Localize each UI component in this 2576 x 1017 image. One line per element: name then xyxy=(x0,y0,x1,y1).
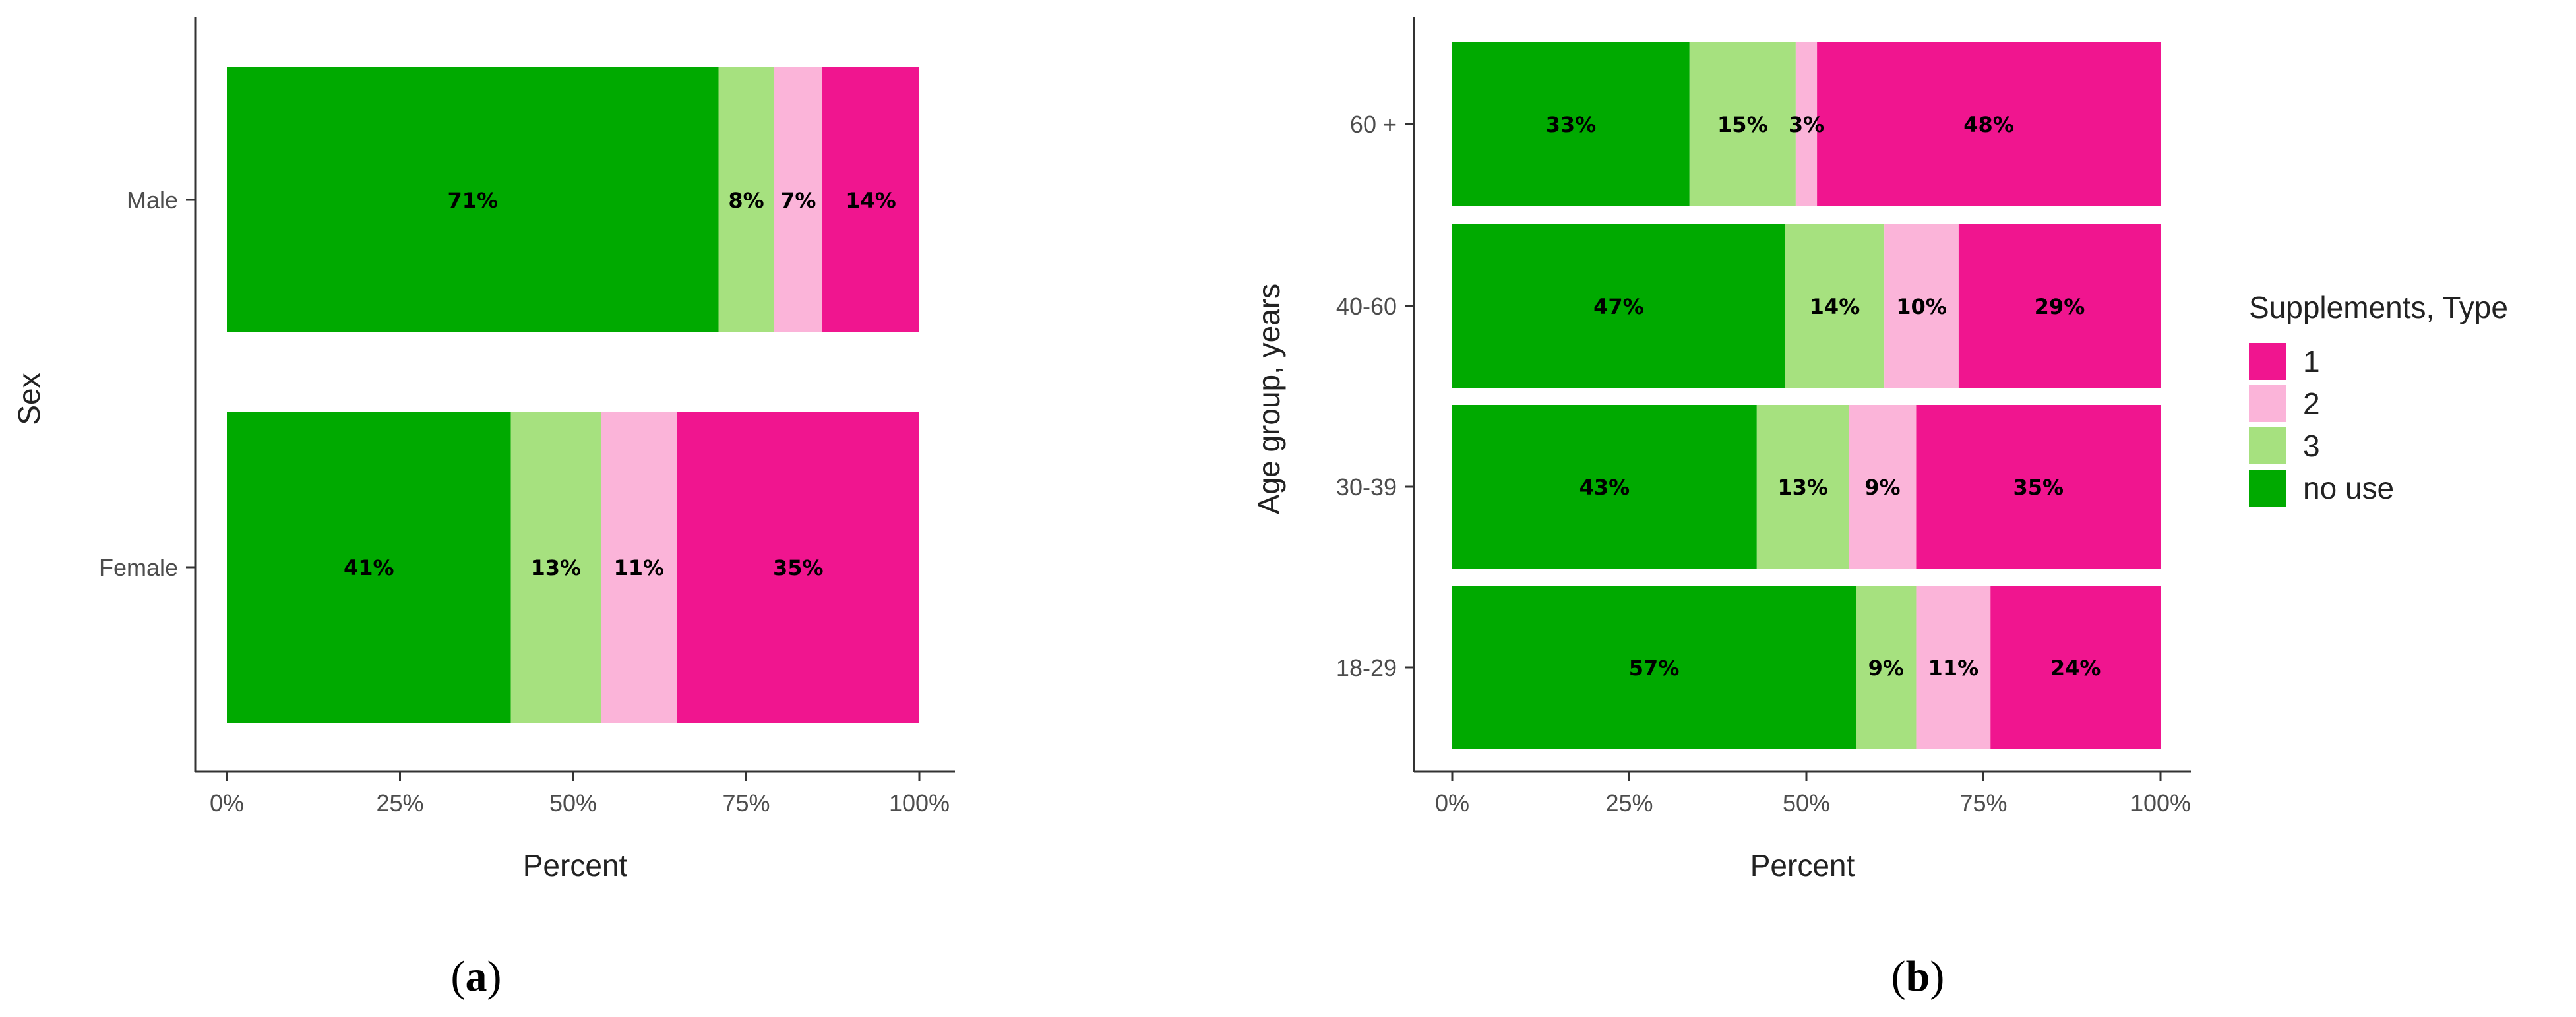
bar-label-40-60-3: 14% xyxy=(1810,294,1860,319)
bar-female-2 xyxy=(601,412,677,723)
bar-label-female-no-use: 41% xyxy=(344,555,394,580)
bar-40-60-1 xyxy=(1958,224,2161,388)
bar-label-60-no-use: 33% xyxy=(1546,112,1597,137)
bar-female-no-use xyxy=(227,412,511,723)
y-tick-label-male: Male xyxy=(127,187,178,214)
bar-female-1 xyxy=(677,412,919,723)
bar-female-3 xyxy=(510,412,601,723)
y-ticks-a: Male Female xyxy=(99,187,195,581)
legend-title: Supplements, Type xyxy=(2249,290,2508,324)
y-tick-label-40-60: 40-60 xyxy=(1336,293,1397,320)
y-tick-label-18-29: 18-29 xyxy=(1336,654,1397,681)
bar-male-3 xyxy=(718,67,774,332)
y-tick-label-female: Female xyxy=(99,554,178,581)
legend-swatch-1 xyxy=(2249,343,2286,380)
x-tick-label-1: 25% xyxy=(1605,789,1653,817)
bar-18-29-1 xyxy=(1990,586,2161,749)
bar-40-60-3 xyxy=(1785,224,1885,388)
bar-label-18-29-1: 24% xyxy=(2050,656,2101,681)
bar-60-2 xyxy=(1795,42,1818,206)
bar-male-2 xyxy=(774,67,822,332)
x-tick-label-3: 75% xyxy=(1959,789,2007,817)
bar-60-no-use xyxy=(1452,42,1690,206)
panel-label-a: (a) xyxy=(451,952,502,1001)
bar-label-18-29-2: 11% xyxy=(1928,656,1979,681)
bar-18-29-3 xyxy=(1856,586,1917,749)
bar-male-no-use xyxy=(227,67,719,332)
bar-label-30-39-no-use: 43% xyxy=(1579,475,1630,500)
bars-b xyxy=(1452,42,2161,749)
chart-panel-b: 33% 15% 3% 48%47% 14% 10% 29%43% 13% 9% 35%57% 9% 1… xyxy=(1252,17,2508,1001)
panel-label-b: (b) xyxy=(1891,952,1945,1001)
y-ticks-b: 60 + 40-60 30-39 18-29 xyxy=(1336,111,1414,681)
bar-label-18-29-no-use: 57% xyxy=(1629,656,1680,681)
bar-label-male-2: 7% xyxy=(780,188,816,213)
x-ticks-a: 0% 25% 50% 75% 100% xyxy=(210,772,950,817)
bars-a xyxy=(227,67,919,723)
x-tick-label-2: 50% xyxy=(549,789,597,817)
bar-60-1 xyxy=(1817,42,2161,206)
x-tick-label-2: 50% xyxy=(1783,789,1830,817)
bar-18-29-2 xyxy=(1916,586,1991,749)
bar-label-30-39-2: 9% xyxy=(1864,475,1900,500)
bar-labels-b: 33% 15% 3% 48% 47% 14% 10% 29% 43% 13% 9% 35% 57% 9% 1… xyxy=(1546,112,2101,681)
bar-30-39-1 xyxy=(1916,405,2161,569)
bar-40-60-2 xyxy=(1884,224,1959,388)
y-tick-label-30-39: 30-39 xyxy=(1336,474,1397,501)
y-axis-title-a: Sex xyxy=(12,373,46,425)
bar-label-30-39-3: 13% xyxy=(1777,475,1828,500)
bar-18-29-no-use xyxy=(1452,586,1856,749)
x-tick-label-1: 25% xyxy=(376,789,423,817)
bar-label-female-1: 35% xyxy=(773,555,824,580)
bar-30-39-3 xyxy=(1756,405,1849,569)
y-tick-label-60: 60 + xyxy=(1350,111,1397,138)
y-axis-title-b: Age group, years xyxy=(1252,284,1286,514)
bar-label-18-29-3: 9% xyxy=(1868,656,1904,681)
x-tick-label-0: 0% xyxy=(210,789,244,817)
bar-40-60-no-use xyxy=(1452,224,1785,388)
bar-labels-a: 71% 8% 7% 14% 41% 13% 11% 35% xyxy=(344,188,896,580)
legend-swatch-no-use xyxy=(2249,470,2286,507)
bar-label-40-60-1: 29% xyxy=(2035,294,2085,319)
legend-swatch-2 xyxy=(2249,385,2286,422)
bar-30-39-no-use xyxy=(1452,405,1757,569)
legend-items: 1 2 3 no use xyxy=(2249,343,2394,507)
legend-label-3: 3 xyxy=(2303,429,2320,463)
bar-label-female-2: 11% xyxy=(613,555,664,580)
legend-label-1: 1 xyxy=(2303,344,2320,379)
x-tick-label-4: 100% xyxy=(2130,789,2191,817)
x-tick-label-3: 75% xyxy=(722,789,770,817)
bar-label-male-3: 8% xyxy=(728,188,764,213)
legend-label-no-use: no use xyxy=(2303,471,2394,505)
bar-male-1 xyxy=(822,67,919,332)
legend: Supplements, Type 1 2 3 no use xyxy=(2249,290,2508,507)
bar-60-3 xyxy=(1689,42,1796,206)
chart-panel-a: 71% 8% 7% 14% 41% 13% 11% 35% Male Female 0% 25% 5… xyxy=(12,17,955,1001)
bar-label-male-1: 14% xyxy=(845,188,896,213)
bar-label-female-3: 13% xyxy=(530,555,581,580)
bar-label-60-1: 48% xyxy=(1963,112,2014,137)
bar-label-30-39-1: 35% xyxy=(2013,475,2064,500)
bar-label-60-2: 3% xyxy=(1789,112,1824,137)
x-axis-title-a: Percent xyxy=(523,848,628,882)
bar-label-male-no-use: 71% xyxy=(447,188,498,213)
legend-label-2: 2 xyxy=(2303,386,2320,421)
bar-label-40-60-2: 10% xyxy=(1896,294,1947,319)
x-tick-label-0: 0% xyxy=(1435,789,1469,817)
bar-label-60-3: 15% xyxy=(1717,112,1768,137)
x-tick-label-4: 100% xyxy=(889,789,950,817)
x-axis-title-b: Percent xyxy=(1750,848,1855,882)
bar-30-39-2 xyxy=(1849,405,1917,569)
x-ticks-b: 0% 25% 50% 75% 100% xyxy=(1435,772,2191,817)
bar-label-40-60-no-use: 47% xyxy=(1593,294,1644,319)
legend-swatch-3 xyxy=(2249,427,2286,464)
